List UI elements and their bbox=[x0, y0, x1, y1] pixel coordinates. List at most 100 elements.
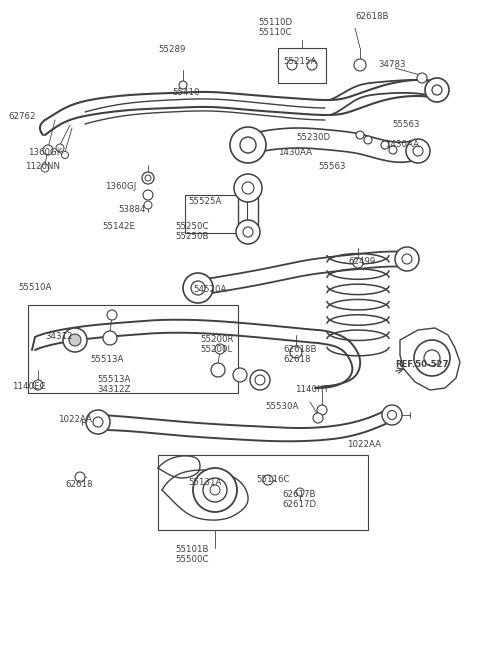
Text: 1430AA: 1430AA bbox=[278, 148, 312, 157]
Circle shape bbox=[230, 127, 266, 163]
Text: 34312: 34312 bbox=[45, 332, 72, 341]
Text: 55131A: 55131A bbox=[188, 478, 221, 487]
Text: 1360GJ: 1360GJ bbox=[105, 182, 136, 191]
Circle shape bbox=[179, 81, 187, 89]
Text: 55513A
34312Z: 55513A 34312Z bbox=[97, 375, 131, 394]
Circle shape bbox=[234, 174, 262, 202]
Circle shape bbox=[56, 144, 64, 152]
Circle shape bbox=[33, 380, 43, 390]
Text: 1430AA: 1430AA bbox=[385, 140, 419, 149]
Bar bbox=[278, 48, 326, 83]
Circle shape bbox=[255, 375, 265, 385]
Text: 1360GK: 1360GK bbox=[28, 148, 62, 157]
Circle shape bbox=[290, 346, 302, 358]
Circle shape bbox=[395, 247, 419, 271]
Circle shape bbox=[75, 472, 85, 482]
Circle shape bbox=[432, 85, 442, 95]
Text: 55510A: 55510A bbox=[18, 283, 51, 292]
Text: 62618B
62618: 62618B 62618 bbox=[283, 345, 316, 364]
Circle shape bbox=[145, 175, 151, 181]
Circle shape bbox=[69, 334, 81, 346]
Bar bbox=[185, 195, 247, 233]
Text: 55200R
55200L: 55200R 55200L bbox=[200, 335, 233, 354]
Circle shape bbox=[296, 488, 304, 496]
Circle shape bbox=[413, 146, 423, 156]
Circle shape bbox=[103, 331, 117, 345]
Circle shape bbox=[389, 146, 397, 154]
Text: 54520A: 54520A bbox=[193, 285, 227, 294]
Circle shape bbox=[61, 151, 69, 159]
Text: 55142E: 55142E bbox=[102, 222, 135, 231]
Circle shape bbox=[424, 350, 440, 366]
Text: REF.50-527: REF.50-527 bbox=[395, 360, 449, 369]
Circle shape bbox=[354, 59, 366, 71]
Circle shape bbox=[86, 410, 110, 434]
Circle shape bbox=[382, 405, 402, 425]
Text: 1140HT: 1140HT bbox=[295, 385, 329, 394]
Text: 55101B
55500C: 55101B 55500C bbox=[175, 545, 208, 565]
Circle shape bbox=[215, 344, 225, 354]
Circle shape bbox=[406, 139, 430, 163]
Circle shape bbox=[317, 405, 327, 415]
Circle shape bbox=[191, 281, 205, 295]
Circle shape bbox=[211, 363, 225, 377]
Circle shape bbox=[142, 172, 154, 184]
Circle shape bbox=[263, 475, 273, 485]
Circle shape bbox=[387, 411, 396, 419]
Text: 55563: 55563 bbox=[318, 162, 346, 171]
Circle shape bbox=[381, 141, 389, 149]
Circle shape bbox=[203, 478, 227, 502]
Text: 62618B: 62618B bbox=[355, 12, 388, 21]
Text: 55530A: 55530A bbox=[265, 402, 299, 411]
Text: 55410: 55410 bbox=[172, 88, 200, 97]
Text: 1120NN: 1120NN bbox=[25, 162, 60, 171]
Text: 62499: 62499 bbox=[348, 257, 375, 266]
Text: 55525A: 55525A bbox=[188, 197, 221, 206]
Circle shape bbox=[240, 137, 256, 153]
Circle shape bbox=[414, 340, 450, 376]
Circle shape bbox=[425, 78, 449, 102]
Text: 62762: 62762 bbox=[8, 112, 36, 121]
Circle shape bbox=[93, 417, 103, 427]
Circle shape bbox=[143, 190, 153, 200]
Polygon shape bbox=[400, 328, 460, 390]
Circle shape bbox=[41, 164, 49, 172]
Text: 1022AA: 1022AA bbox=[347, 440, 381, 449]
Circle shape bbox=[287, 60, 297, 70]
Text: 55289: 55289 bbox=[158, 45, 185, 54]
Circle shape bbox=[242, 182, 254, 194]
Circle shape bbox=[307, 60, 317, 70]
Text: 1022AA: 1022AA bbox=[58, 415, 92, 424]
Circle shape bbox=[63, 328, 87, 352]
Text: 53884: 53884 bbox=[118, 205, 145, 214]
Circle shape bbox=[210, 485, 220, 495]
Bar bbox=[28, 305, 238, 393]
Circle shape bbox=[236, 220, 260, 244]
Circle shape bbox=[356, 131, 364, 139]
Circle shape bbox=[144, 201, 152, 209]
Text: 55250C
55250B: 55250C 55250B bbox=[175, 222, 208, 242]
Circle shape bbox=[183, 273, 213, 303]
Circle shape bbox=[43, 145, 53, 155]
Text: 1140EC: 1140EC bbox=[12, 382, 46, 391]
Text: 34783: 34783 bbox=[378, 60, 406, 69]
Circle shape bbox=[107, 310, 117, 320]
Circle shape bbox=[243, 227, 253, 237]
Text: 62618: 62618 bbox=[65, 480, 93, 489]
Circle shape bbox=[233, 368, 247, 382]
Circle shape bbox=[353, 258, 363, 268]
Circle shape bbox=[402, 254, 412, 264]
Text: 55215A: 55215A bbox=[283, 57, 316, 66]
Text: 55116C: 55116C bbox=[256, 475, 289, 484]
Circle shape bbox=[364, 136, 372, 144]
Text: 55513A: 55513A bbox=[90, 355, 123, 364]
Circle shape bbox=[313, 413, 323, 423]
Circle shape bbox=[250, 370, 270, 390]
Text: 55110D
55110C: 55110D 55110C bbox=[258, 18, 292, 37]
Circle shape bbox=[417, 73, 427, 83]
Text: 62617B
62617D: 62617B 62617D bbox=[282, 490, 316, 510]
Text: 55230D: 55230D bbox=[296, 133, 330, 142]
Bar bbox=[158, 455, 368, 530]
Circle shape bbox=[193, 468, 237, 512]
Text: 55563: 55563 bbox=[392, 120, 420, 129]
